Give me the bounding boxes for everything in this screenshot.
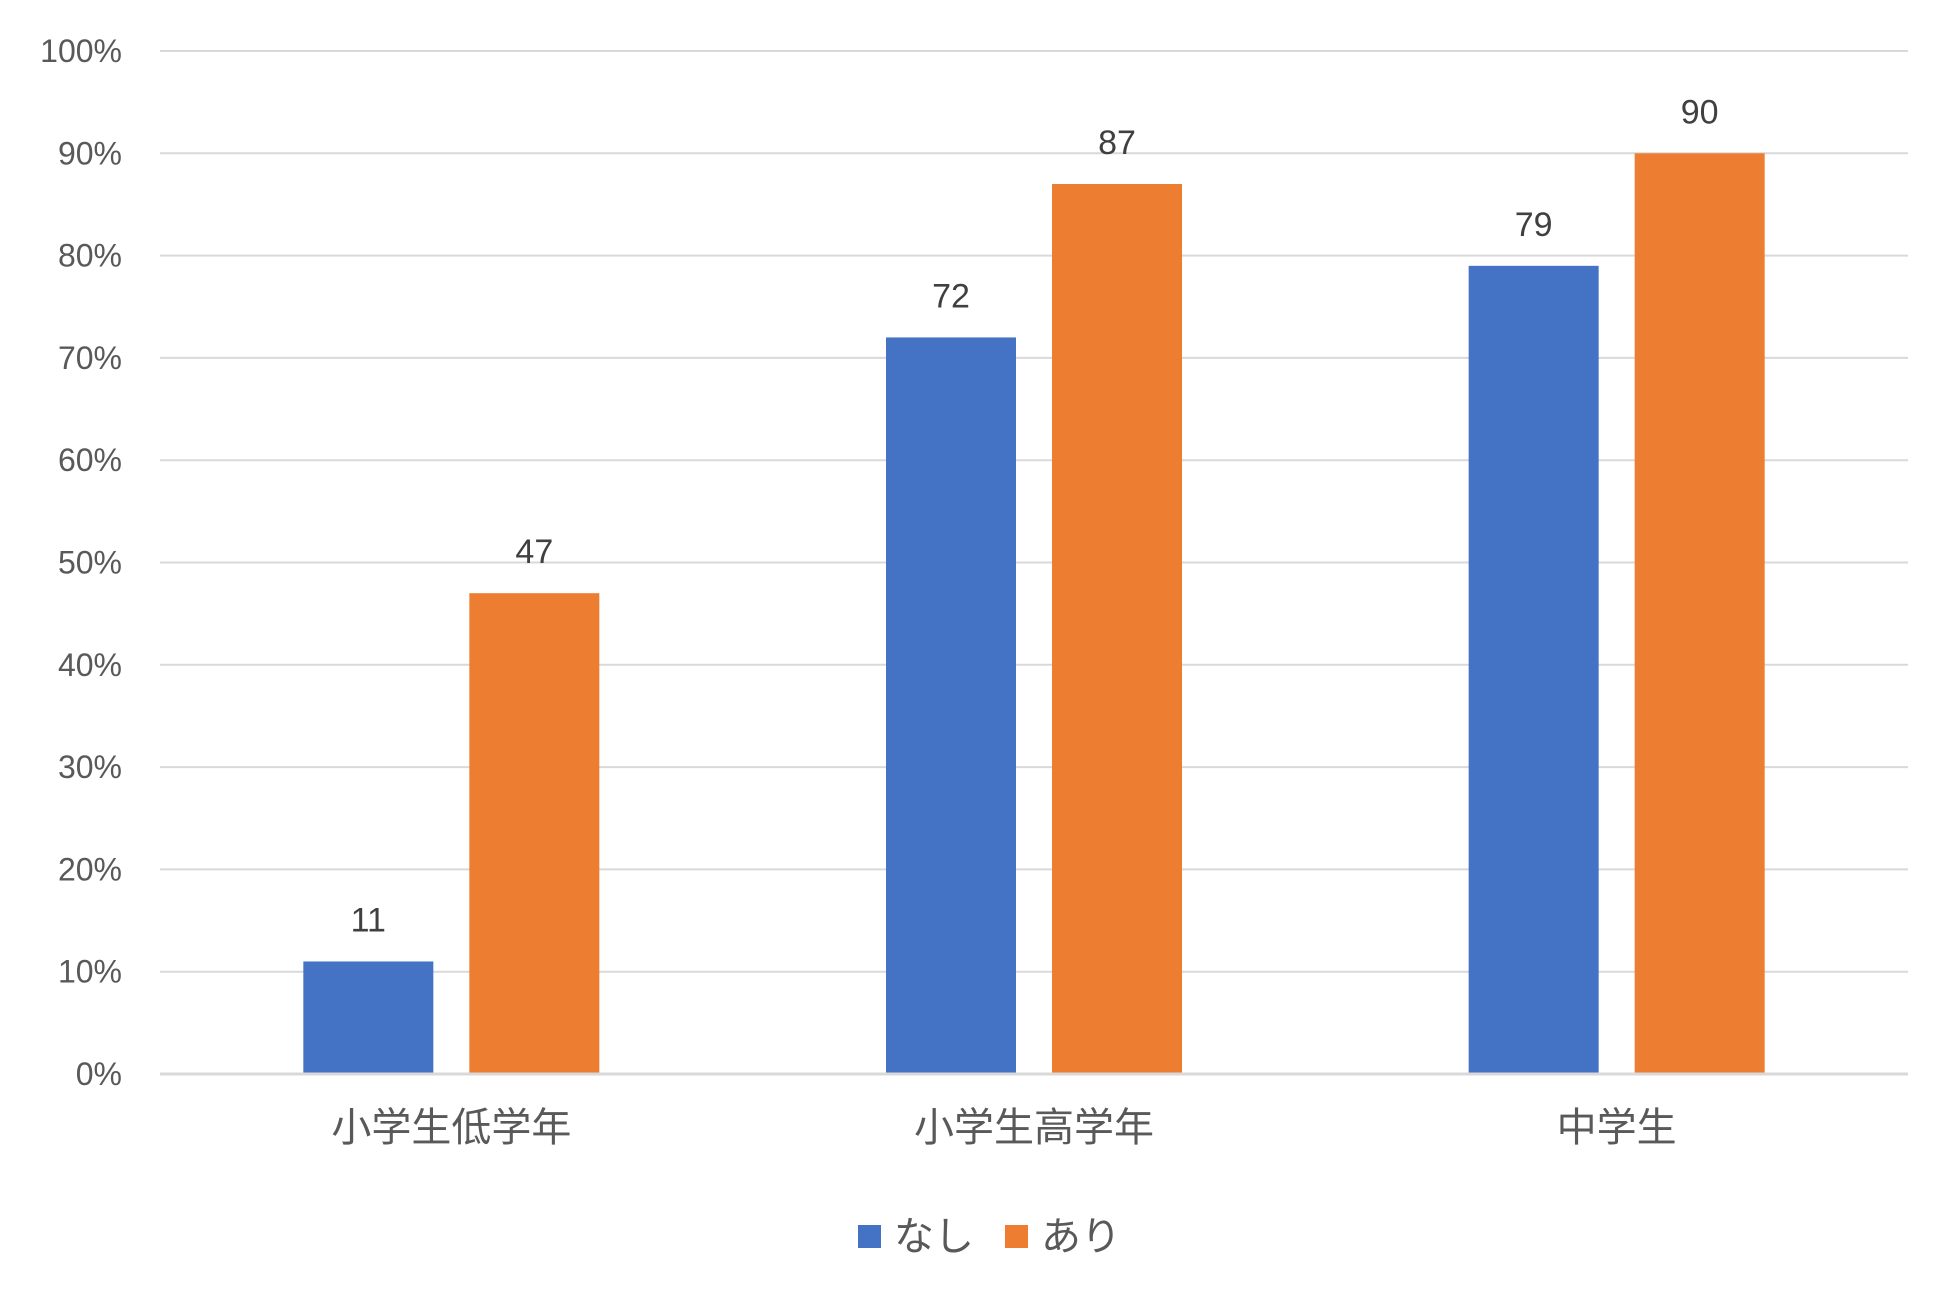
legend: なし あり	[858, 1215, 1121, 1259]
gridlines	[160, 50, 1908, 1075]
bar-ari-3	[1634, 153, 1765, 1075]
x-category-label: 小学生低学年	[331, 1106, 571, 1150]
y-axis-tick-labels: 0% 10% 20% 30% 40% 50% 60% 70% 80% 90% 100%	[40, 33, 122, 1092]
bar-nashi-2	[886, 337, 1016, 1074]
legend-label: なし	[894, 1215, 974, 1259]
y-tick-label: 100%	[40, 33, 122, 69]
x-axis-category-labels: 小学生低学年 小学生高学年 中学生	[331, 1106, 1676, 1150]
bar-ari-1	[469, 593, 600, 1074]
y-tick-label: 80%	[58, 238, 122, 274]
x-category-label: 中学生	[1557, 1106, 1677, 1150]
data-label: 11	[351, 901, 386, 939]
y-tick-label: 50%	[58, 545, 122, 581]
x-category-label: 小学生高学年	[914, 1106, 1154, 1150]
bar-nashi-3	[1468, 265, 1599, 1075]
bar-nashi-1	[303, 961, 434, 1074]
legend-swatch	[1005, 1225, 1028, 1248]
y-tick-label: 10%	[58, 954, 122, 990]
bars	[160, 153, 1908, 1076]
legend-swatch	[858, 1225, 881, 1248]
data-label: 90	[1681, 93, 1719, 131]
data-label: 47	[515, 533, 553, 571]
y-tick-label: 60%	[58, 442, 122, 478]
legend-label: あり	[1041, 1215, 1121, 1259]
data-label: 87	[1098, 124, 1136, 162]
bar-ari-2	[1052, 183, 1182, 1075]
y-tick-label: 40%	[58, 647, 122, 683]
data-label: 79	[1515, 206, 1553, 244]
y-tick-label: 70%	[58, 340, 122, 376]
data-labels: 11 47 72 87 79 90	[351, 93, 1719, 939]
data-label: 72	[932, 277, 970, 315]
y-tick-label: 90%	[58, 135, 122, 171]
y-tick-label: 20%	[58, 851, 122, 887]
y-tick-label: 30%	[58, 749, 122, 785]
y-tick-label: 0%	[76, 1056, 122, 1092]
